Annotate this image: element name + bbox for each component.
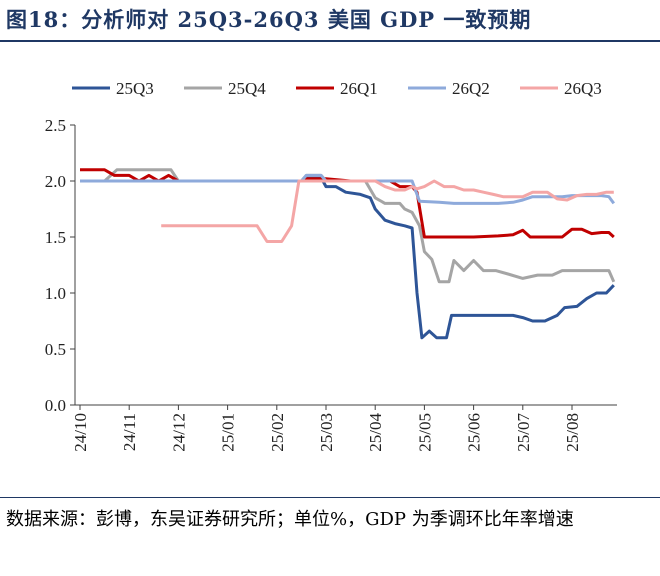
y-tick-label: 1.0 — [45, 284, 66, 303]
x-tick-label: 25/04 — [366, 413, 385, 452]
x-tick-label: 25/05 — [415, 413, 434, 452]
series-line-25q4 — [80, 168, 616, 284]
figure-title: 图18：分析师对 25Q3-26Q3 美国 GDP 一致预期 — [6, 7, 532, 32]
source-rule — [0, 497, 660, 498]
x-tick-label: 24/12 — [169, 413, 188, 452]
y-tick-label: 2.5 — [45, 116, 66, 135]
source-note: 数据来源：彭博，东吴证券研究所；单位%，GDP 为季调环比年率增速 — [6, 509, 574, 530]
y-tick-label: 0.0 — [45, 396, 66, 415]
y-tick-label: 1.5 — [45, 228, 66, 247]
x-tick-label: 24/10 — [71, 413, 90, 452]
legend-label-25q4: 25Q4 — [228, 79, 266, 98]
y-tick-label: 2.0 — [45, 172, 66, 191]
x-tick-label: 25/07 — [514, 413, 533, 452]
x-tick-label: 25/02 — [268, 413, 287, 452]
legend-label-25q3: 25Q3 — [116, 79, 154, 98]
x-tick-label: 25/03 — [317, 413, 336, 452]
title-rule — [0, 40, 660, 42]
series-line-25q3 — [80, 176, 615, 340]
series-line-26q3 — [161, 179, 614, 243]
x-tick-label: 24/11 — [120, 413, 139, 451]
x-tick-label: 25/01 — [219, 413, 238, 452]
legend-label-26q1: 26Q1 — [340, 79, 378, 98]
legend-label-26q3: 26Q3 — [564, 79, 602, 98]
x-tick-label: 25/06 — [465, 413, 484, 452]
legend-label-26q2: 26Q2 — [452, 79, 490, 98]
line-chart: 0.0 0.5 1.0 1.5 2.0 2.5 24/10 24/11 24/12 25/01 25… — [45, 79, 617, 452]
x-tick-label: 25/08 — [563, 413, 582, 452]
y-tick-label: 0.5 — [45, 340, 66, 359]
